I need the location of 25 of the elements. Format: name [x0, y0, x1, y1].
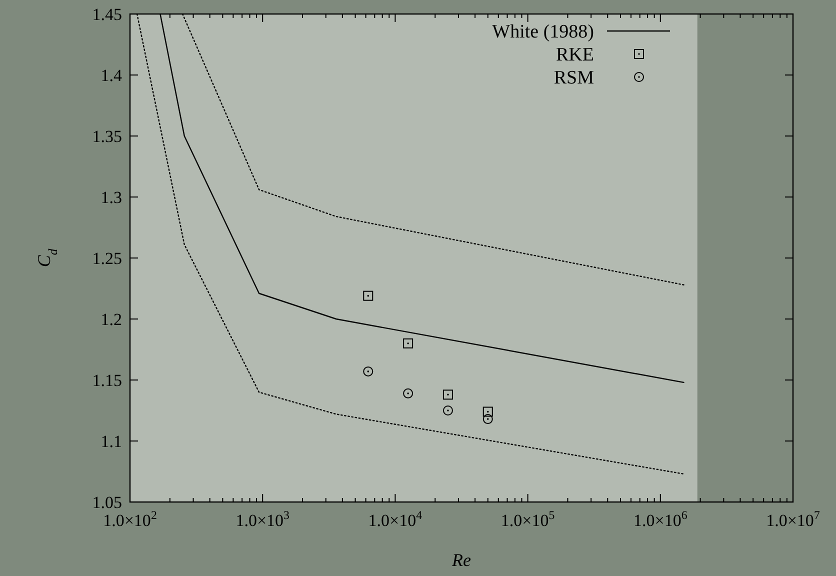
x-tick-label: 1.0×10$^{4}$	[368, 508, 422, 530]
y-tick-label: 1.2	[100, 310, 122, 329]
x-axis-title: Re	[451, 550, 472, 570]
y-tick-label: 1.15	[92, 370, 122, 390]
point	[403, 388, 414, 398]
point	[442, 390, 453, 400]
y-tick-label: 1.25	[92, 248, 122, 268]
y-tick-label: 1.4	[100, 66, 122, 85]
point	[442, 406, 453, 416]
point	[482, 414, 493, 424]
legend-label: White (1988)	[492, 22, 594, 43]
y-tick-label: 1.35	[92, 126, 122, 146]
point	[403, 338, 414, 348]
point	[482, 406, 493, 417]
x-tick-label: 1.0×10$^{3}$	[236, 508, 290, 530]
legend-label: RSM	[554, 68, 594, 89]
y-tick-label: 1.1	[100, 432, 122, 451]
x-tick-label: 1.0×10$^{6}$	[634, 508, 688, 530]
y-tick-label: 1.45	[92, 4, 122, 24]
x-tick-label: 1.0×10$^{5}$	[500, 508, 555, 530]
point	[363, 290, 374, 301]
y-tick-label: 1.3	[100, 188, 122, 207]
x-tick-label: 1.0×10$^{7}$	[766, 508, 820, 530]
legend-label: RKE	[556, 44, 594, 66]
point	[363, 366, 374, 376]
